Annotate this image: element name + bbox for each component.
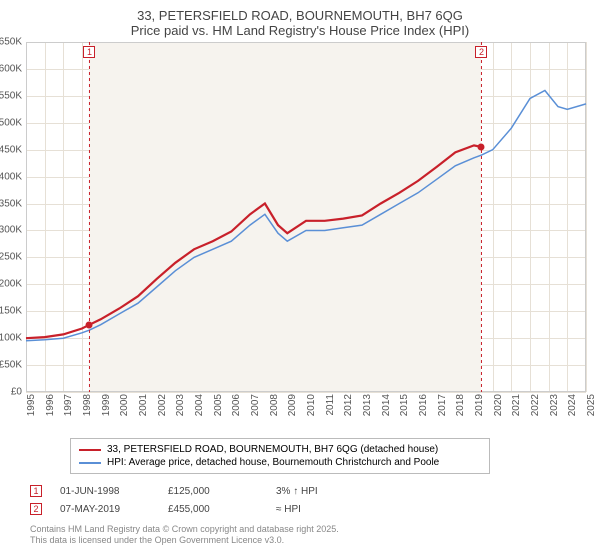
footnote-line2: This data is licensed under the Open Gov… [30,535,590,546]
x-tick-label: 2023 [549,394,560,416]
y-tick-label: £400K [0,171,22,182]
sales-marker: 2 [30,503,42,515]
sales-price: £125,000 [168,486,258,497]
chart-title-sub: Price paid vs. HM Land Registry's House … [10,23,590,38]
legend-item: 33, PETERSFIELD ROAD, BOURNEMOUTH, BH7 6… [79,443,481,456]
x-tick-label: 2025 [586,394,597,416]
x-tick-label: 2006 [231,394,242,416]
x-tick-label: 2012 [343,394,354,416]
x-tick-label: 2004 [194,394,205,416]
x-tick-label: 2015 [399,394,410,416]
y-tick-label: £250K [0,252,22,263]
series-property [26,145,482,338]
x-tick-label: 2022 [530,394,541,416]
point-marker [478,144,485,151]
y-axis: £0£50K£100K£150K£200K£250K£300K£350K£400… [0,42,24,392]
legend: 33, PETERSFIELD ROAD, BOURNEMOUTH, BH7 6… [70,438,490,474]
y-tick-label: £50K [0,360,22,371]
sales-row: 2 07-MAY-2019 £455,000 ≈ HPI [30,500,590,518]
chart-titles: 33, PETERSFIELD ROAD, BOURNEMOUTH, BH7 6… [10,8,590,38]
point-marker [86,321,93,328]
x-tick-label: 2018 [455,394,466,416]
y-tick-label: £200K [0,279,22,290]
y-tick-label: £350K [0,198,22,209]
x-tick-label: 2019 [474,394,485,416]
sales-marker: 1 [30,485,42,497]
x-tick-label: 2001 [138,394,149,416]
sales-price: £455,000 [168,504,258,515]
legend-swatch [79,462,101,464]
sales-table: 1 01-JUN-1998 £125,000 3% ↑ HPI 2 07-MAY-2019… [30,482,590,518]
x-tick-label: 2000 [119,394,130,416]
series-hpi [26,91,586,341]
legend-swatch [79,449,101,451]
gridline-v [586,42,587,392]
footnote: Contains HM Land Registry data © Crown c… [30,524,590,547]
chart-svg [26,42,586,392]
sales-row: 1 01-JUN-1998 £125,000 3% ↑ HPI [30,482,590,500]
x-tick-label: 2007 [250,394,261,416]
sales-delta: ≈ HPI [276,504,366,515]
y-tick-label: £300K [0,225,22,236]
marker-box-2: 2 [475,46,487,58]
y-tick-label: £450K [0,144,22,155]
x-tick-label: 1999 [101,394,112,416]
y-tick-label: £650K [0,37,22,48]
x-tick-label: 1995 [26,394,37,416]
chart-title-main: 33, PETERSFIELD ROAD, BOURNEMOUTH, BH7 6… [10,8,590,23]
x-tick-label: 2003 [175,394,186,416]
footnote-line1: Contains HM Land Registry data © Crown c… [30,524,590,535]
y-tick-label: £550K [0,90,22,101]
y-tick-label: £0 [11,387,22,398]
x-tick-label: 2020 [493,394,504,416]
x-tick-label: 2014 [381,394,392,416]
x-tick-label: 2009 [287,394,298,416]
x-tick-label: 2016 [418,394,429,416]
sales-date: 07-MAY-2019 [60,504,150,515]
x-axis: 1995 1996 1997 1998 1999 2000 2001 2002 2003 2004… [26,392,586,432]
x-tick-label: 2010 [306,394,317,416]
x-tick-label: 2005 [213,394,224,416]
x-tick-label: 2017 [437,394,448,416]
marker-box-1: 1 [83,46,95,58]
legend-label: HPI: Average price, detached house, Bour… [107,457,439,468]
legend-label: 33, PETERSFIELD ROAD, BOURNEMOUTH, BH7 6… [107,444,438,455]
x-tick-label: 2011 [325,394,336,416]
x-tick-label: 2021 [511,394,522,416]
x-tick-label: 2002 [157,394,168,416]
sales-delta: 3% ↑ HPI [276,486,366,497]
x-tick-label: 1998 [82,394,93,416]
legend-item: HPI: Average price, detached house, Bour… [79,456,481,469]
chart-container: 33, PETERSFIELD ROAD, BOURNEMOUTH, BH7 6… [0,0,600,560]
plot-area: £0£50K£100K£150K£200K£250K£300K£350K£400… [26,42,586,392]
x-tick-label: 1997 [63,394,74,416]
x-tick-label: 1996 [45,394,56,416]
y-tick-label: £100K [0,333,22,344]
sales-date: 01-JUN-1998 [60,486,150,497]
x-tick-label: 2013 [362,394,373,416]
x-tick-label: 2008 [269,394,280,416]
y-tick-label: £600K [0,63,22,74]
y-tick-label: £500K [0,117,22,128]
x-tick-label: 2024 [567,394,578,416]
y-tick-label: £150K [0,306,22,317]
